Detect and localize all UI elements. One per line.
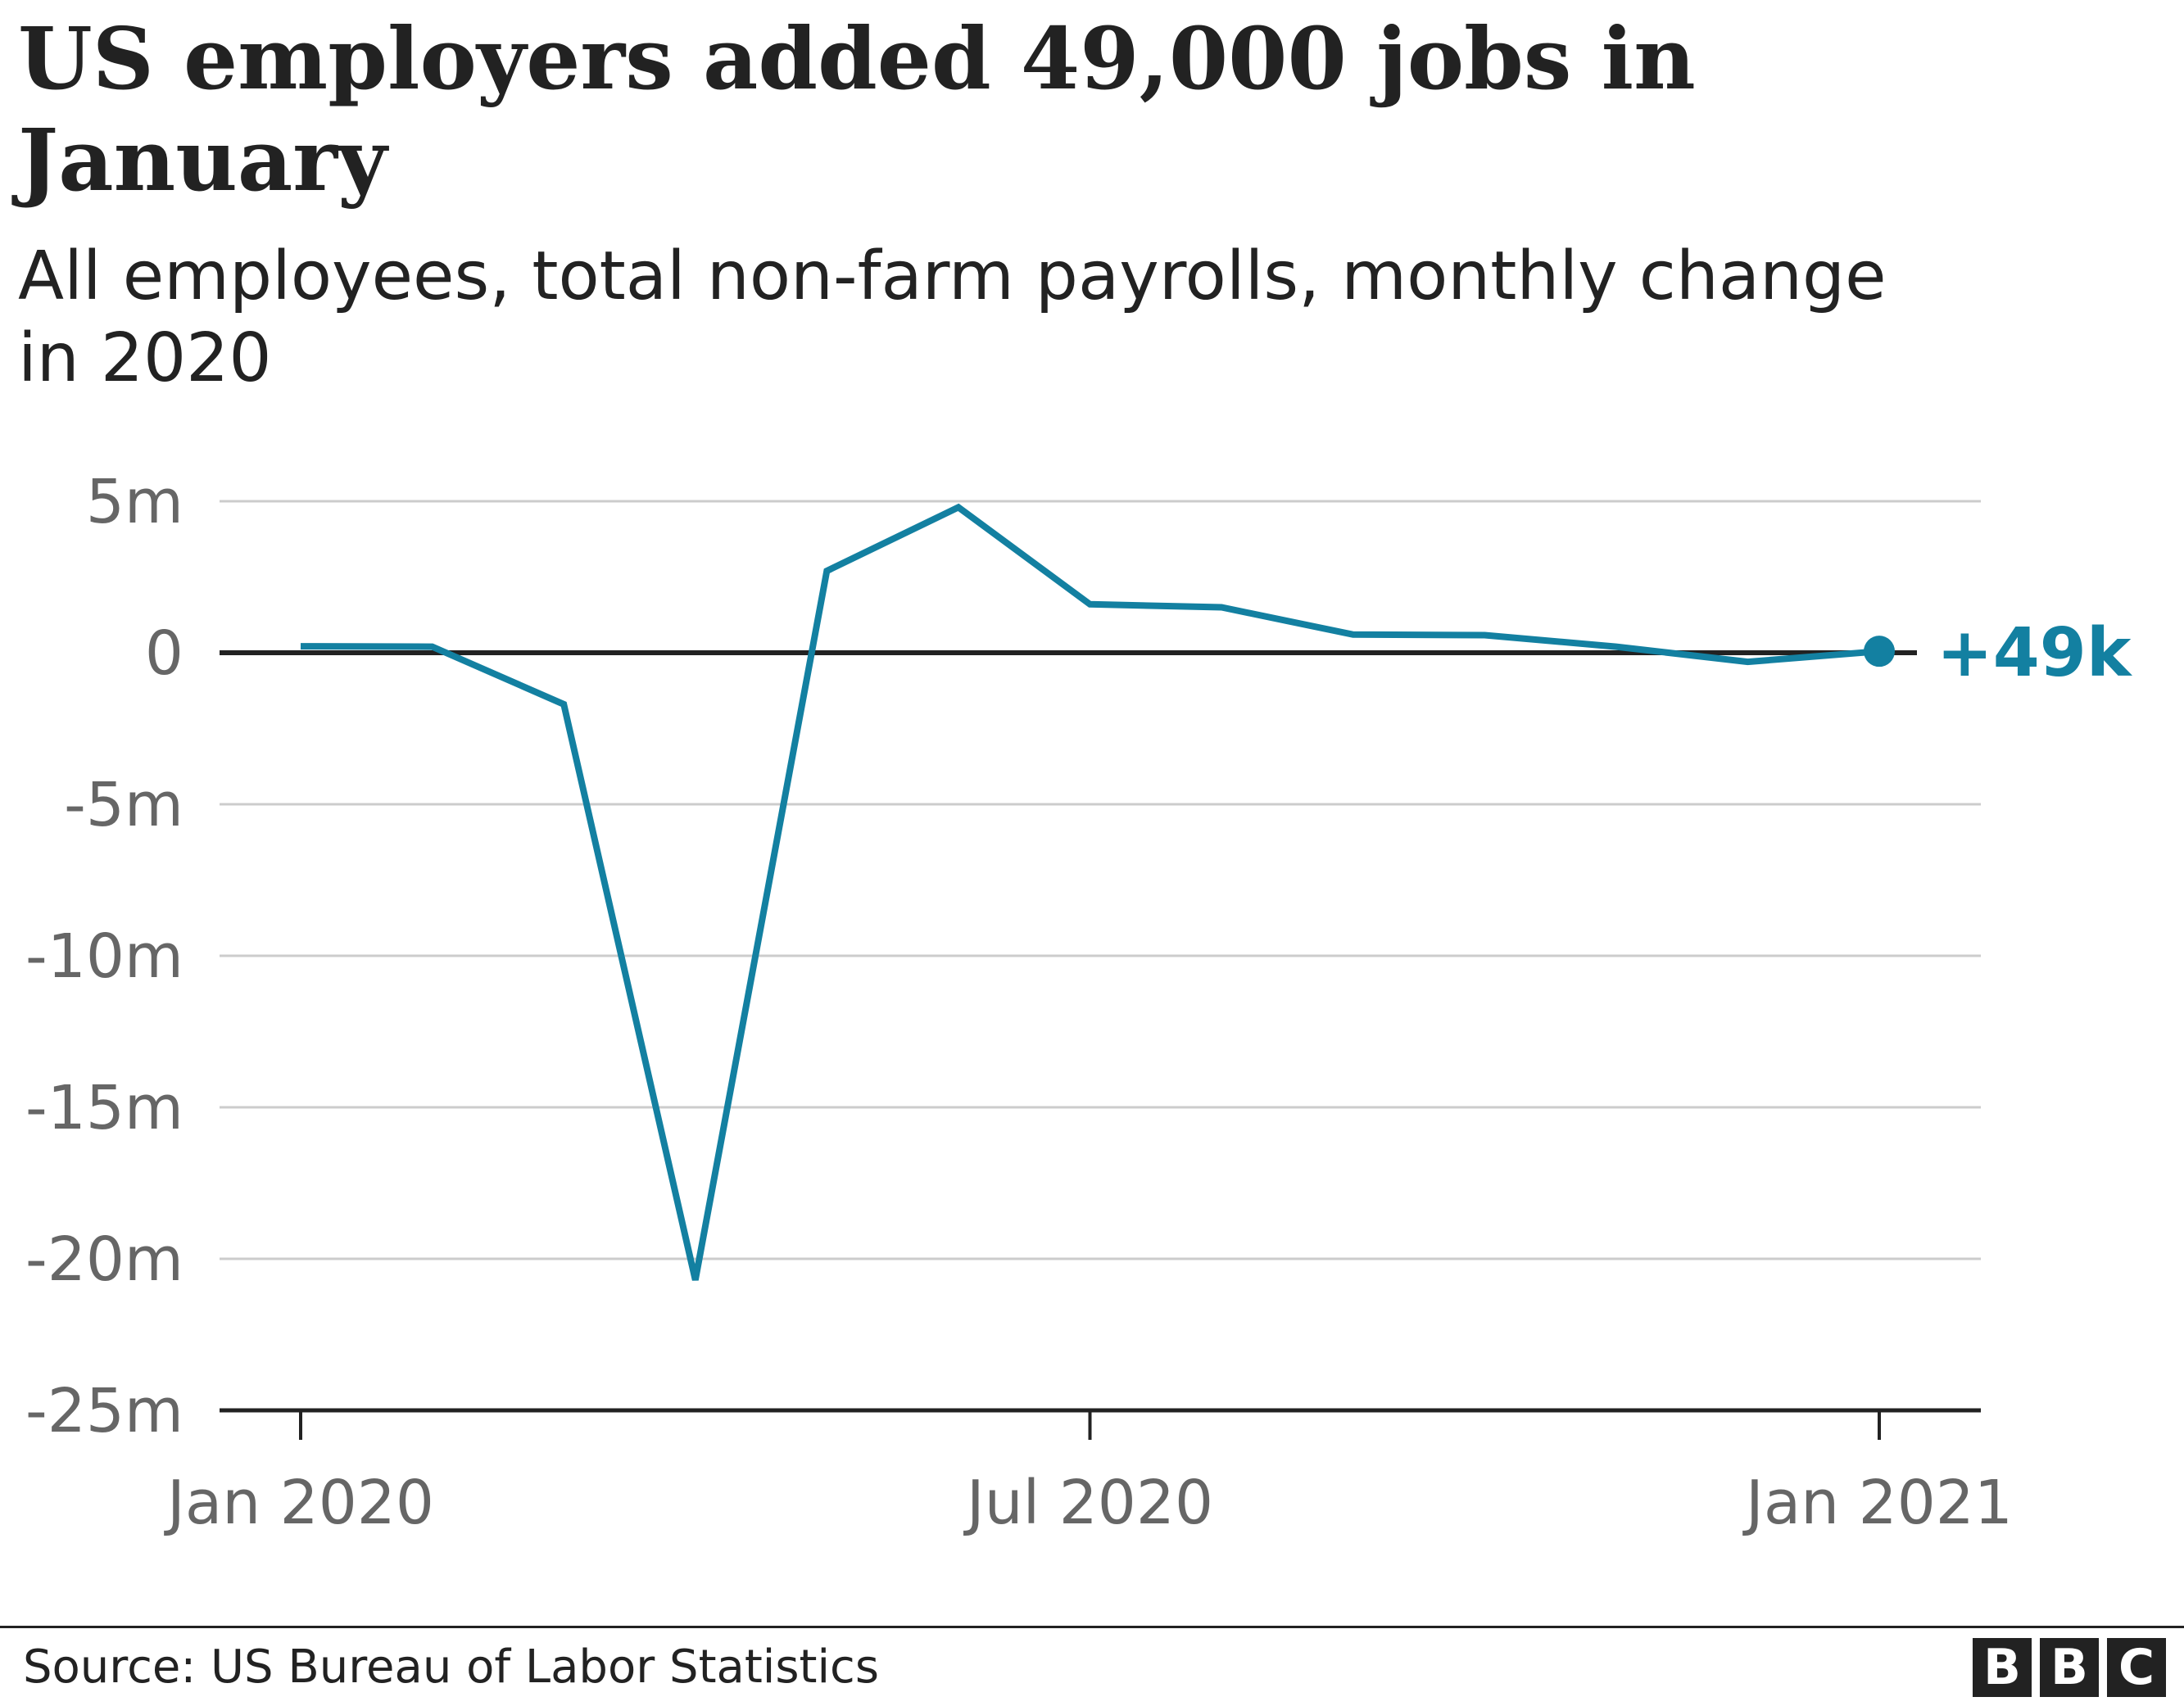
y-tick-label: -25m <box>25 1376 184 1446</box>
x-tick-label: Jan 2020 <box>164 1468 434 1538</box>
y-tick-label: 5m <box>86 467 184 537</box>
y-tick-label: -15m <box>25 1073 184 1143</box>
logo-letter-1: B <box>1973 1638 2032 1697</box>
y-tick-label: 0 <box>145 618 184 689</box>
line-chart: 5m 0 -5m -10m -15m -20m -25m Jan 2020 Jul 2020 Ja… <box>25 467 2133 1538</box>
bbc-logo: B B C <box>1973 1638 2166 1697</box>
y-tick-label: -20m <box>25 1224 184 1295</box>
latest-point-marker <box>1864 636 1895 667</box>
chart-subtitle: All employees, total non-farm payrolls, … <box>18 238 1887 397</box>
x-tick-label: Jul 2020 <box>963 1468 1213 1538</box>
logo-letter-2: B <box>2040 1638 2099 1697</box>
latest-value-label: +49k <box>1937 614 2133 692</box>
logo-letter-3: C <box>2107 1638 2166 1697</box>
source-note: Source: US Bureau of Labor Statistics <box>23 1640 880 1694</box>
x-tick-label: Jan 2021 <box>1742 1468 2013 1538</box>
y-tick-label: -10m <box>25 921 184 992</box>
chart-title: US employers added 49,000 jobs in Januar… <box>18 8 1696 210</box>
y-tick-label: -5m <box>64 770 184 840</box>
series-line <box>300 503 1880 1281</box>
footer-divider <box>0 1626 2184 1628</box>
